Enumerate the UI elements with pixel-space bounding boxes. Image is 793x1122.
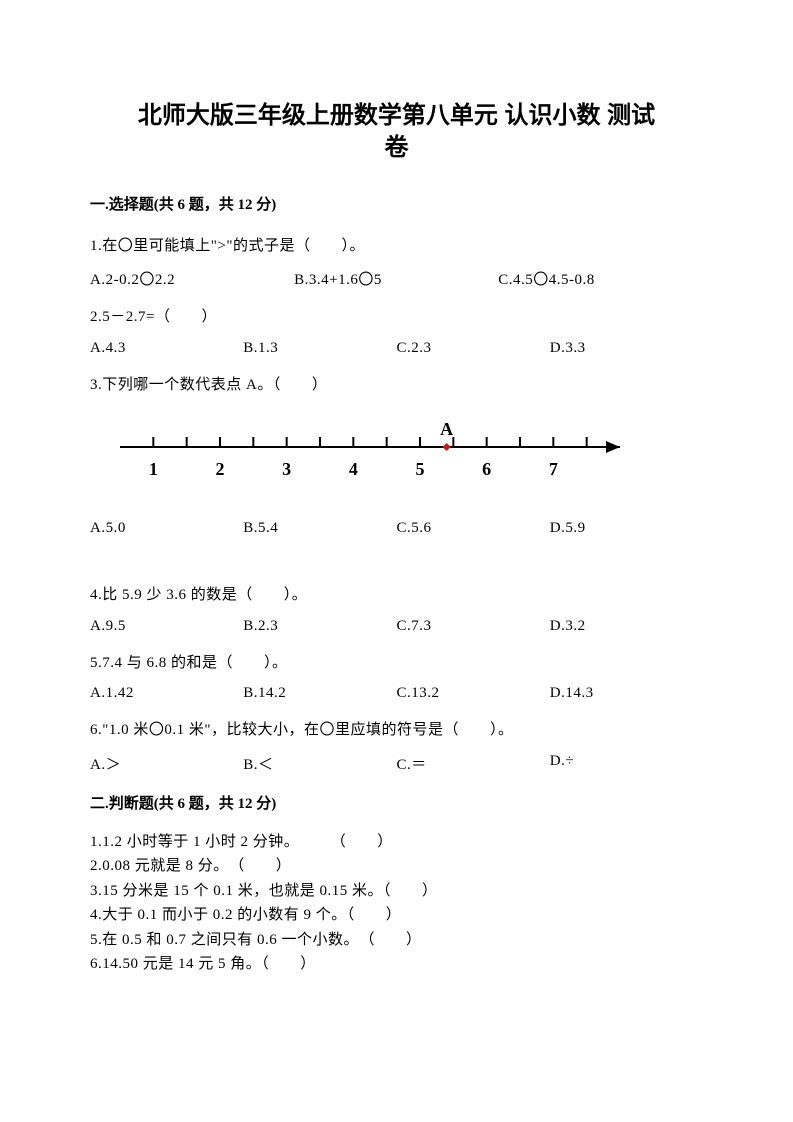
q5-text: 5.7.4 与 6.8 的和是（ ）。 — [90, 649, 703, 678]
page-title: 北师大版三年级上册数学第八单元 认识小数 测试 卷 — [90, 100, 703, 165]
q2-opt-d: D.3.3 — [550, 340, 703, 357]
s2-q3: 3.15 分米是 15 个 0.1 米，也就是 0.15 米。（ ） — [90, 880, 703, 903]
section-2-questions: 1.1.2 小时等于 1 小时 2 分钟。 （ ） 2.0.08 元就是 8 分… — [90, 831, 703, 976]
q5-options: A.1.42 B.14.2 C.13.2 D.14.3 — [90, 685, 703, 702]
q2-options: A.4.3 B.1.3 C.2.3 D.3.3 — [90, 340, 703, 357]
title-line1: 北师大版三年级上册数学第八单元 认识小数 测试 — [90, 100, 703, 132]
q4-opt-b: B.2.3 — [243, 618, 396, 635]
q6-opt-a: A.＞ — [90, 753, 243, 774]
q6-options: A.＞ B.＜ C.＝ D.÷ — [90, 753, 703, 774]
q3-opt-c: C.5.6 — [397, 520, 550, 537]
s2-q1: 1.1.2 小时等于 1 小时 2 分钟。 （ ） — [90, 831, 703, 854]
svg-text:5: 5 — [416, 459, 425, 479]
q1-options: A.2-0.2〇2.2 B.3.4+1.6〇5 C.4.5〇4.5-0.8 — [90, 268, 703, 289]
svg-text:6: 6 — [482, 459, 491, 479]
q3-opt-b: B.5.4 — [243, 520, 396, 537]
q1-opt-b: B.3.4+1.6〇5 — [294, 268, 498, 289]
q4-opt-c: C.7.3 — [397, 618, 550, 635]
q4-opt-d: D.3.2 — [550, 618, 703, 635]
svg-text:3: 3 — [282, 459, 291, 479]
svg-text:A: A — [440, 419, 453, 439]
svg-text:4: 4 — [349, 459, 358, 479]
section-1-heading: 一.选择题(共 6 题，共 12 分) — [90, 193, 703, 214]
q1-opt-c: C.4.5〇4.5-0.8 — [498, 268, 702, 289]
q6-opt-d: D.÷ — [550, 753, 703, 774]
s2-q2: 2.0.08 元就是 8 分。 （ ） — [90, 855, 703, 878]
s2-q4: 4.大于 0.1 而小于 0.2 的小数有 9 个。（ ） — [90, 904, 703, 927]
spacer — [90, 551, 703, 571]
q5-opt-b: B.14.2 — [243, 685, 396, 702]
svg-text:7: 7 — [549, 459, 558, 479]
page: 北师大版三年级上册数学第八单元 认识小数 测试 卷 一.选择题(共 6 题，共 … — [0, 0, 793, 1038]
section-2-heading: 二.判断题(共 6 题，共 12 分) — [90, 792, 703, 813]
q6-text: 6."1.0 米〇0.1 米"，比较大小，在〇里应填的符号是（ ）。 — [90, 716, 703, 745]
q5-opt-d: D.14.3 — [550, 685, 703, 702]
q2-text: 2.5－2.7=（ ） — [90, 303, 703, 332]
q4-text: 4.比 5.9 少 3.6 的数是（ ）。 — [90, 581, 703, 610]
q2-opt-c: C.2.3 — [397, 340, 550, 357]
q6-opt-b: B.＜ — [243, 753, 396, 774]
q5-opt-a: A.1.42 — [90, 685, 243, 702]
q1-text: 1.在〇里可能填上">"的式子是（ ）。 — [90, 232, 703, 261]
q3-opt-a: A.5.0 — [90, 520, 243, 537]
q2-opt-b: B.1.3 — [243, 340, 396, 357]
q5-opt-c: C.13.2 — [397, 685, 550, 702]
q4-opt-a: A.9.5 — [90, 618, 243, 635]
number-line-diagram: 1 2 3 4 5 6 7 A — [110, 417, 703, 492]
q2-opt-a: A.4.3 — [90, 340, 243, 357]
q4-options: A.9.5 B.2.3 C.7.3 D.3.2 — [90, 618, 703, 635]
q3-opt-d: D.5.9 — [550, 520, 703, 537]
svg-text:2: 2 — [216, 459, 225, 479]
number-line-svg: 1 2 3 4 5 6 7 A — [110, 417, 650, 487]
q6-opt-c: C.＝ — [397, 753, 550, 774]
svg-text:1: 1 — [149, 459, 158, 479]
q3-text: 3.下列哪一个数代表点 A。（ ） — [90, 371, 703, 400]
s2-q5: 5.在 0.5 和 0.7 之间只有 0.6 一个小数。 （ ） — [90, 929, 703, 952]
q3-options: A.5.0 B.5.4 C.5.6 D.5.9 — [90, 520, 703, 537]
title-line2: 卷 — [90, 132, 703, 164]
s2-q6: 6.14.50 元是 14 元 5 角。（ ） — [90, 953, 703, 976]
q1-opt-a: A.2-0.2〇2.2 — [90, 268, 294, 289]
